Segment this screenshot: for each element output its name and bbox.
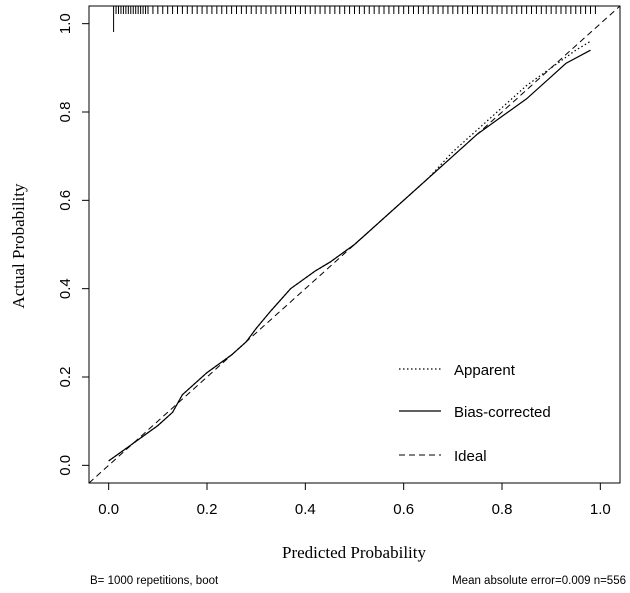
x-tick-label: 0.2	[197, 501, 218, 518]
legend-label-apparent: Apparent	[454, 362, 516, 379]
x-tick-label: 0.6	[393, 501, 414, 518]
legend: Apparent Bias-corrected Ideal	[399, 362, 551, 465]
y-axis-title: Actual Probability	[9, 183, 28, 309]
x-tick-label: 0.4	[295, 501, 316, 518]
y-tick-label: 1.0	[57, 13, 74, 34]
series-layer	[89, 6, 620, 483]
series-line-bias-corrected	[108, 49, 591, 462]
rug-ticks	[113, 6, 596, 32]
x-axis: 0.0 0.2 0.4 0.6 0.8 1.0	[98, 483, 611, 518]
y-tick-label: 0.8	[57, 102, 74, 123]
y-axis: 0.0 0.2 0.4 0.6 0.8 1.0	[57, 13, 89, 476]
x-tick-label: 1.0	[590, 501, 611, 518]
footnote-repetitions: B= 1000 repetitions, boot	[90, 575, 219, 587]
y-tick-label: 0.2	[57, 367, 74, 388]
x-tick-label: 0.0	[98, 501, 119, 518]
footnote-mean-absolute-error: Mean absolute error=0.009 n=556	[452, 575, 626, 587]
legend-label-ideal: Ideal	[454, 448, 487, 465]
y-tick-label: 0.4	[57, 278, 74, 299]
legend-label-bias-corrected: Bias-corrected	[454, 404, 551, 421]
y-tick-label: 0.0	[57, 455, 74, 476]
x-axis-title: Predicted Probability	[282, 543, 427, 562]
x-tick-label: 0.8	[492, 501, 513, 518]
series-line-ideal	[89, 6, 620, 483]
y-tick-label: 0.6	[57, 190, 74, 211]
